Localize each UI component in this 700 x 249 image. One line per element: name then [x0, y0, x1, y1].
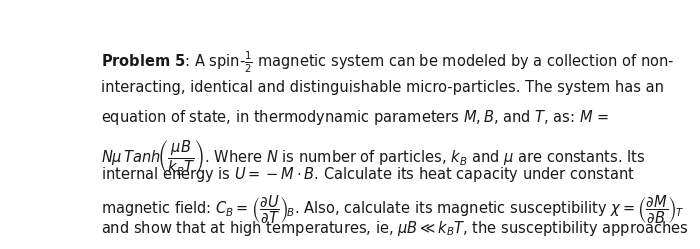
- Text: magnetic field: $C_B = \left(\dfrac{\partial U}{\partial T}\right)_{\!B}$. Also,: magnetic field: $C_B = \left(\dfrac{\par…: [101, 193, 684, 226]
- Text: equation of state, in thermodynamic parameters $M, B$, and $T$, as: $M$ =: equation of state, in thermodynamic para…: [101, 108, 609, 127]
- Text: $\mathbf{Problem\ 5}$: A spin-$\frac{1}{2}$ magnetic system can be modeled by a : $\mathbf{Problem\ 5}$: A spin-$\frac{1}{…: [101, 50, 674, 75]
- Text: and show that at high temperatures, ie, $\mu B \ll k_B T$, the susceptibility ap: and show that at high temperatures, ie, …: [101, 219, 689, 238]
- Text: $N\mu\, Tanh\!\left(\dfrac{\mu B}{k_B T}\right)$. Where $N$ is number of particl: $N\mu\, Tanh\!\left(\dfrac{\mu B}{k_B T}…: [101, 138, 645, 177]
- Text: internal energy is $U = -M \cdot B$. Calculate its heat capacity under constant: internal energy is $U = -M \cdot B$. Cal…: [101, 165, 635, 184]
- Text: interacting, identical and distinguishable micro-particles. The system has an: interacting, identical and distinguishab…: [101, 80, 664, 95]
